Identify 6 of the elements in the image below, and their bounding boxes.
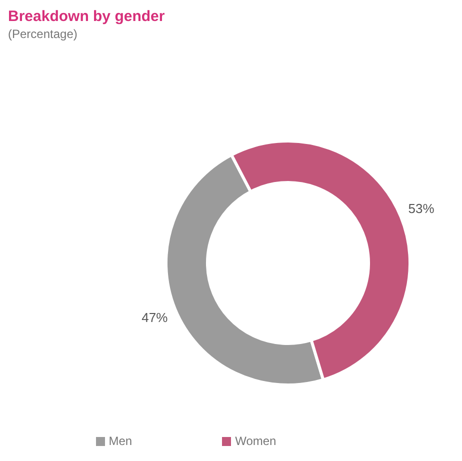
chart-subtitle: (Percentage)	[8, 27, 78, 41]
chart-title: Breakdown by gender	[8, 8, 165, 25]
legend-label: Women	[235, 434, 276, 448]
data-label: 47%	[142, 310, 168, 325]
data-label: 53%	[408, 201, 435, 216]
legend-label: Men	[108, 434, 132, 448]
